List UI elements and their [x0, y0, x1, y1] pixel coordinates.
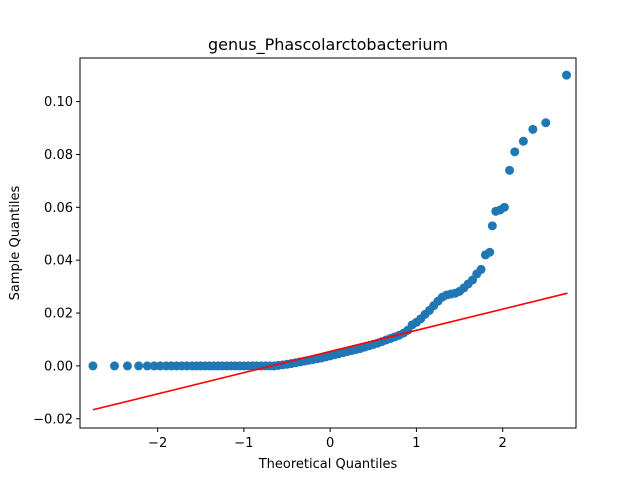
data-point — [134, 361, 144, 371]
y-tick-label: 0.08 — [44, 148, 73, 163]
data-point — [122, 361, 132, 371]
data-point — [499, 202, 509, 212]
x-tick-label: 1 — [412, 436, 420, 451]
data-point — [476, 264, 486, 274]
y-tick-label: 0.02 — [44, 307, 73, 322]
x-tick-label: −1 — [234, 436, 253, 451]
x-axis: −2 −1 0 1 2 — [148, 428, 507, 451]
data-point — [562, 70, 572, 80]
axes-frame — [79, 57, 577, 429]
x-axis-label: Theoretical Quantiles — [258, 457, 398, 472]
x-tick-label: 0 — [326, 436, 334, 451]
y-tick-label: 0.04 — [44, 254, 73, 269]
data-point — [487, 221, 497, 231]
y-tick-label: 0.10 — [44, 95, 73, 110]
data-point — [528, 124, 538, 134]
data-point — [110, 361, 119, 371]
data-point — [510, 147, 520, 157]
data-point — [505, 165, 515, 175]
y-tick-label: 0.06 — [44, 201, 73, 216]
x-tick-label: −2 — [148, 436, 167, 451]
x-tick-label: 2 — [499, 436, 507, 451]
data-point — [88, 361, 98, 371]
reference-line — [92, 292, 568, 411]
data-point — [142, 361, 152, 371]
data-point — [541, 118, 551, 128]
y-axis-label: Sample Quantiles — [8, 185, 23, 300]
plot-area — [88, 70, 572, 411]
y-axis: −0.02 0.00 0.02 0.04 0.06 0.08 0.10 — [33, 95, 80, 427]
data-point — [518, 136, 528, 146]
y-tick-label: 0.00 — [44, 359, 73, 374]
data-point — [485, 247, 495, 257]
y-tick-label: −0.02 — [33, 412, 73, 427]
chart-title: genus_Phascolarctobacterium — [208, 35, 448, 55]
